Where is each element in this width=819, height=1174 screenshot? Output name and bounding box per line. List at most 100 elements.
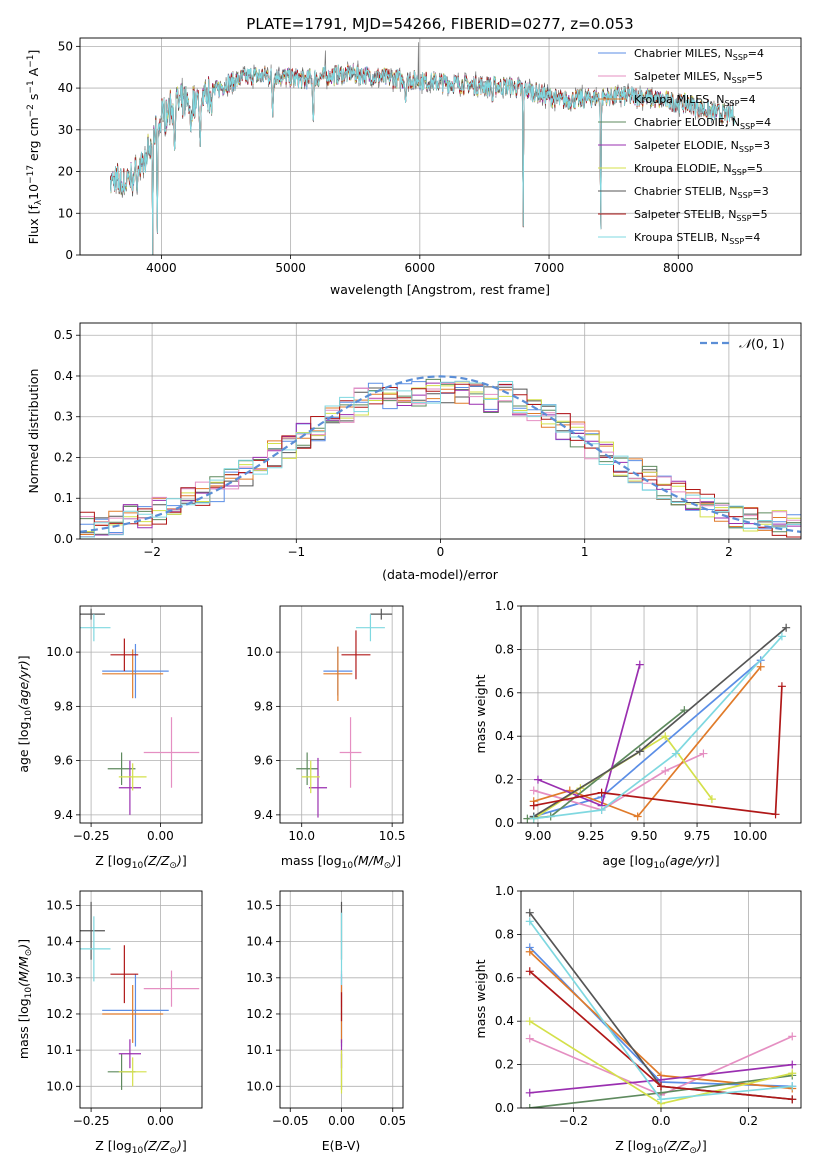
- errorbar-kroupa_stelib: [80, 614, 111, 642]
- mass_age-xtick-label: 10.0: [288, 829, 315, 843]
- age-axis-label: age [log10(age/yr)]: [16, 655, 34, 772]
- residuals-plot-area: [80, 375, 801, 539]
- spectrum-xtick-label: 6000: [405, 261, 436, 275]
- marker-kroupa_miles: [633, 812, 642, 821]
- marker-kroupa_stelib: [777, 632, 786, 641]
- marker-salpeter_stelib: [788, 1095, 797, 1104]
- spectrum-ytick-label: 20: [58, 165, 73, 179]
- legend-entry-kroupa_elodie: Kroupa ELODIE, NSSP=5: [634, 162, 763, 177]
- z_mass-ytick-label: 10.5: [46, 898, 73, 912]
- residuals-frame: [79, 322, 802, 540]
- z_mass-xtick-label: −0.25: [73, 1114, 110, 1128]
- z_weight-ytick-label: 0.8: [495, 927, 514, 941]
- errorbar-kroupa_stelib: [80, 916, 111, 982]
- marker-salpeter_stelib: [597, 788, 606, 797]
- errorbar-chabrier_stelib: [370, 608, 393, 620]
- marker-kroupa_miles: [525, 947, 534, 956]
- spectrum-axes: 4000 5000 6000 7000 8000 0 10 20 30 40 50 wavelengt…: [26, 37, 802, 297]
- legend-entry-chabrier_miles: Chabrier MILES, NSSP=4: [634, 47, 764, 62]
- z-axis-label: Z [log10(Z/Z⊙)]: [95, 853, 186, 871]
- series-salpeter_elodie: [533, 660, 644, 810]
- ebv_mass-axes: −0.05 0.00 0.05 10.0 10.1 10.2 10.3 10.4 10.5 E(B…: [246, 890, 406, 1153]
- marker-salpeter_stelib: [529, 801, 538, 810]
- errorbar-salpeter_stelib: [341, 630, 371, 680]
- normal-legend-label: 𝒩(0, 1): [739, 336, 785, 351]
- age_weight-xtick-label: 9.75: [684, 829, 711, 843]
- ebv_mass-ytick-label: 10.1: [246, 1043, 273, 1057]
- mass-axis-label: mass [log10(M/M⊙)]: [281, 853, 401, 871]
- ebv_mass-xtick-label: 0.00: [328, 1114, 355, 1128]
- mass_age-xtick-label: 10.5: [379, 829, 406, 843]
- legend-entry-chabrier_elodie: Chabrier ELODIE, NSSP=4: [634, 116, 771, 131]
- z-weight-ylabel: mass weight: [473, 959, 488, 1038]
- marker-salpeter_miles: [788, 1032, 797, 1041]
- series-salpeter_stelib: [525, 967, 797, 1104]
- marker-salpeter_elodie: [635, 660, 644, 669]
- errorbar-kroupa_stelib: [355, 614, 385, 642]
- series-salpeter_stelib: [529, 682, 786, 819]
- z_mass-ytick-label: 10.3: [46, 971, 73, 985]
- ebv_mass-xtick-label: −0.05: [272, 1114, 309, 1128]
- ebv_mass-ytick-label: 10.2: [246, 1007, 273, 1021]
- spectrum-xtick-label: 7000: [534, 261, 565, 275]
- z_age-ytick-label: 9.4: [54, 808, 73, 822]
- spectrum-xtick-label: 4000: [146, 261, 177, 275]
- z_weight-axes: −0.2 0.0 0.2 0.0 0.2 0.4 0.6 0.8 1.0 Z [log10(Z/Z…: [473, 884, 802, 1156]
- marker-salpeter_elodie: [525, 1088, 534, 1097]
- marker-salpeter_stelib: [777, 682, 786, 691]
- marker-chabrier_stelib: [525, 908, 534, 917]
- legend-entry-kroupa_miles: Kroupa MILES, NSSP=4: [634, 93, 756, 108]
- age_weight-frame: [520, 605, 802, 824]
- marker-kroupa_stelib: [597, 805, 606, 814]
- spectrum-ytick-label: 30: [58, 123, 73, 137]
- errorbar-salpeter_stelib: [110, 945, 139, 1004]
- mass_age-ytick-label: 9.6: [254, 754, 273, 768]
- age_weight-ytick-label: 0.6: [495, 686, 514, 700]
- z_mass-ytick-label: 10.1: [46, 1043, 73, 1057]
- errorbar-chabrier_elodie: [296, 752, 318, 786]
- marker-chabrier_stelib: [635, 747, 644, 756]
- marker-kroupa_elodie: [661, 732, 670, 741]
- errorbar-salpeter_elodie: [308, 757, 328, 818]
- residuals-ylabel: Normed distribution: [26, 369, 41, 494]
- spectrum-plot-area: [110, 42, 736, 255]
- marker-salpeter_miles: [525, 1034, 534, 1043]
- errorbar-salpeter_elodie: [118, 1039, 141, 1069]
- errorbar-kroupa_miles: [102, 985, 164, 1043]
- spectrum-xtick-label: 5000: [275, 261, 306, 275]
- errorbar-chabrier_miles: [102, 974, 169, 1047]
- z_weight-ytick-label: 0.4: [495, 1014, 514, 1028]
- z_mass-plot-area: [80, 901, 200, 1090]
- ebv_mass-ytick-label: 10.5: [246, 898, 273, 912]
- marker-kroupa_stelib: [529, 814, 538, 823]
- z_age-ytick-label: 9.8: [54, 699, 73, 713]
- errorbar-salpeter_miles: [143, 970, 200, 1007]
- residuals-xtick-label: 2: [725, 545, 733, 559]
- z_weight-ytick-label: 0.2: [495, 1058, 514, 1072]
- marker-salpeter_elodie: [788, 1060, 797, 1069]
- residuals-ytick-label: 0.1: [54, 491, 73, 505]
- normal-curve: [80, 375, 801, 533]
- spectrum-ytick-label: 40: [58, 81, 73, 95]
- series-kroupa_stelib: [529, 632, 786, 823]
- marker-kroupa_elodie: [788, 1069, 797, 1078]
- z_weight-xtick-label: 0.2: [739, 1114, 758, 1128]
- age_weight-xtick-label: 9.50: [631, 829, 658, 843]
- errorbar-kroupa_elodie: [118, 763, 147, 791]
- z_mass-frame: [79, 890, 203, 1109]
- series-kroupa_stelib: [525, 917, 797, 1104]
- z_mass-ytick-label: 10.4: [46, 935, 73, 949]
- age_weight-plot-area: [523, 623, 791, 823]
- z-axis-label: Z [log10(Z/Z⊙)]: [95, 1138, 186, 1156]
- marker-chabrier_stelib: [782, 623, 791, 632]
- z_weight-xtick-label: −0.2: [559, 1114, 588, 1128]
- z_weight-xtick-label: 0.0: [651, 1114, 670, 1128]
- marker-kroupa_elodie: [525, 1017, 534, 1026]
- errorbar-chabrier_miles: [102, 643, 169, 699]
- spectrum-xlabel: wavelength [Angstrom, rest frame]: [330, 282, 550, 297]
- mass_age-axes: 10.0 10.5 9.4 9.6 9.8 10.0 mass [log10(M/M⊙)]: [246, 605, 406, 871]
- panels: 4000 5000 6000 7000 800001020304050wavelengt…: [16, 37, 802, 1156]
- marker-salpeter_miles: [661, 766, 670, 775]
- errorbar-chabrier_stelib: [80, 608, 105, 620]
- marker-kroupa_stelib: [657, 1095, 665, 1104]
